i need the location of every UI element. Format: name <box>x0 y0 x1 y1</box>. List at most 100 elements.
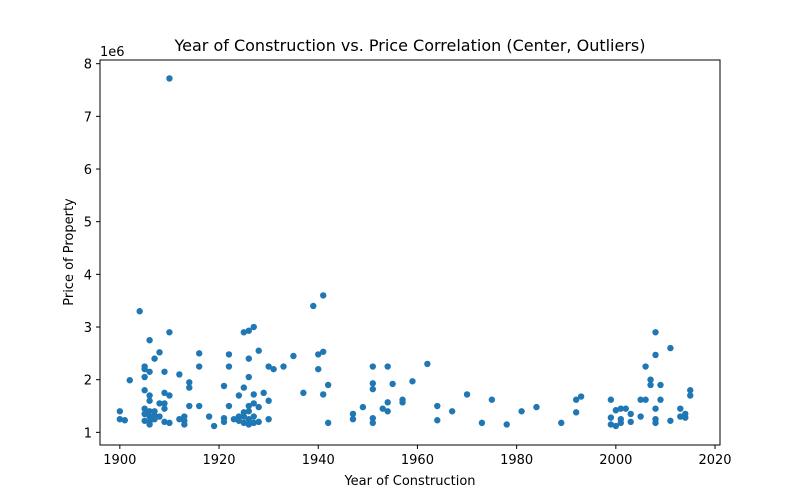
data-point <box>677 405 684 412</box>
data-point <box>324 381 332 389</box>
data-point <box>146 413 153 420</box>
data-point <box>245 415 252 423</box>
data-point <box>250 413 257 420</box>
data-point <box>156 349 163 356</box>
x-tick-label: 1940 <box>302 453 335 468</box>
data-point <box>657 381 664 389</box>
data-point <box>558 419 565 427</box>
data-point <box>320 348 327 355</box>
data-point <box>181 421 188 428</box>
data-point <box>652 329 659 336</box>
data-point <box>687 392 694 399</box>
data-point <box>166 75 173 82</box>
data-point <box>166 392 173 399</box>
data-point <box>270 365 277 373</box>
data-point <box>657 396 664 403</box>
data-point <box>196 350 203 357</box>
data-point <box>642 363 649 370</box>
data-point <box>463 391 471 398</box>
data-point <box>617 405 624 412</box>
data-point <box>235 392 243 399</box>
x-tick-label: 1920 <box>202 453 235 468</box>
data-point <box>434 402 441 410</box>
data-point <box>146 392 153 399</box>
data-point <box>210 422 218 430</box>
data-point <box>141 373 148 381</box>
data-point <box>320 292 327 299</box>
data-point <box>156 413 163 420</box>
x-tick-label: 2000 <box>599 453 632 468</box>
y-offset-label: 1e6 <box>100 45 125 60</box>
data-point <box>255 403 262 411</box>
data-point <box>369 385 376 393</box>
data-point <box>220 382 228 390</box>
data-point <box>146 368 153 375</box>
data-point <box>607 396 615 403</box>
data-point <box>230 415 238 423</box>
data-point <box>116 408 124 415</box>
data-point <box>166 329 173 336</box>
data-point <box>667 417 674 424</box>
data-point <box>245 408 252 415</box>
data-point <box>265 363 272 370</box>
x-axis-ticks: 1900 1920 1940 1960 1980 2000 2020 <box>103 445 732 468</box>
data-point <box>225 351 233 358</box>
data-point <box>652 405 659 412</box>
data-point <box>141 387 148 394</box>
data-point <box>250 400 257 407</box>
data-point <box>245 355 252 362</box>
data-point <box>315 351 322 358</box>
data-point <box>245 373 252 381</box>
data-point <box>240 419 248 427</box>
x-tick-label: 1980 <box>500 453 533 468</box>
data-point <box>240 413 248 420</box>
data-point <box>369 414 376 422</box>
data-point <box>245 327 252 334</box>
data-point <box>384 363 391 370</box>
data-point <box>141 405 148 412</box>
data-point <box>389 380 396 388</box>
data-point <box>141 417 148 424</box>
data-point <box>607 414 615 421</box>
y-tick-label: 3 <box>84 321 92 336</box>
data-point <box>121 417 128 424</box>
data-point <box>478 419 486 427</box>
y-tick-label: 4 <box>84 268 92 283</box>
x-tick-label: 1900 <box>103 453 136 468</box>
data-point <box>161 405 168 412</box>
data-point <box>652 351 659 359</box>
data-point <box>667 344 674 352</box>
data-point <box>161 389 168 397</box>
data-point <box>572 396 580 403</box>
data-point <box>607 421 615 428</box>
data-point <box>434 417 441 424</box>
data-point <box>240 384 248 391</box>
data-point <box>146 421 153 428</box>
data-point <box>126 377 133 384</box>
data-point <box>642 396 649 403</box>
data-point <box>255 418 262 426</box>
data-point <box>384 408 391 415</box>
data-point <box>205 413 213 420</box>
data-point <box>186 402 193 410</box>
data-point <box>265 397 272 404</box>
data-point <box>265 415 272 423</box>
data-point <box>196 402 203 410</box>
data-point <box>151 355 158 362</box>
y-axis-ticks: 1 2 3 4 5 6 7 8 <box>84 58 100 441</box>
data-point <box>225 402 233 410</box>
data-point <box>379 405 386 412</box>
data-point <box>617 419 624 427</box>
data-point <box>290 352 297 360</box>
data-point <box>637 413 644 420</box>
data-point <box>424 360 431 368</box>
data-point <box>176 371 183 378</box>
data-point <box>116 415 124 423</box>
data-point <box>235 417 243 424</box>
y-tick-label: 5 <box>84 216 92 231</box>
data-point <box>488 396 496 403</box>
data-point <box>627 418 634 426</box>
data-point <box>409 378 416 385</box>
data-point <box>652 419 659 427</box>
data-point <box>260 389 267 397</box>
